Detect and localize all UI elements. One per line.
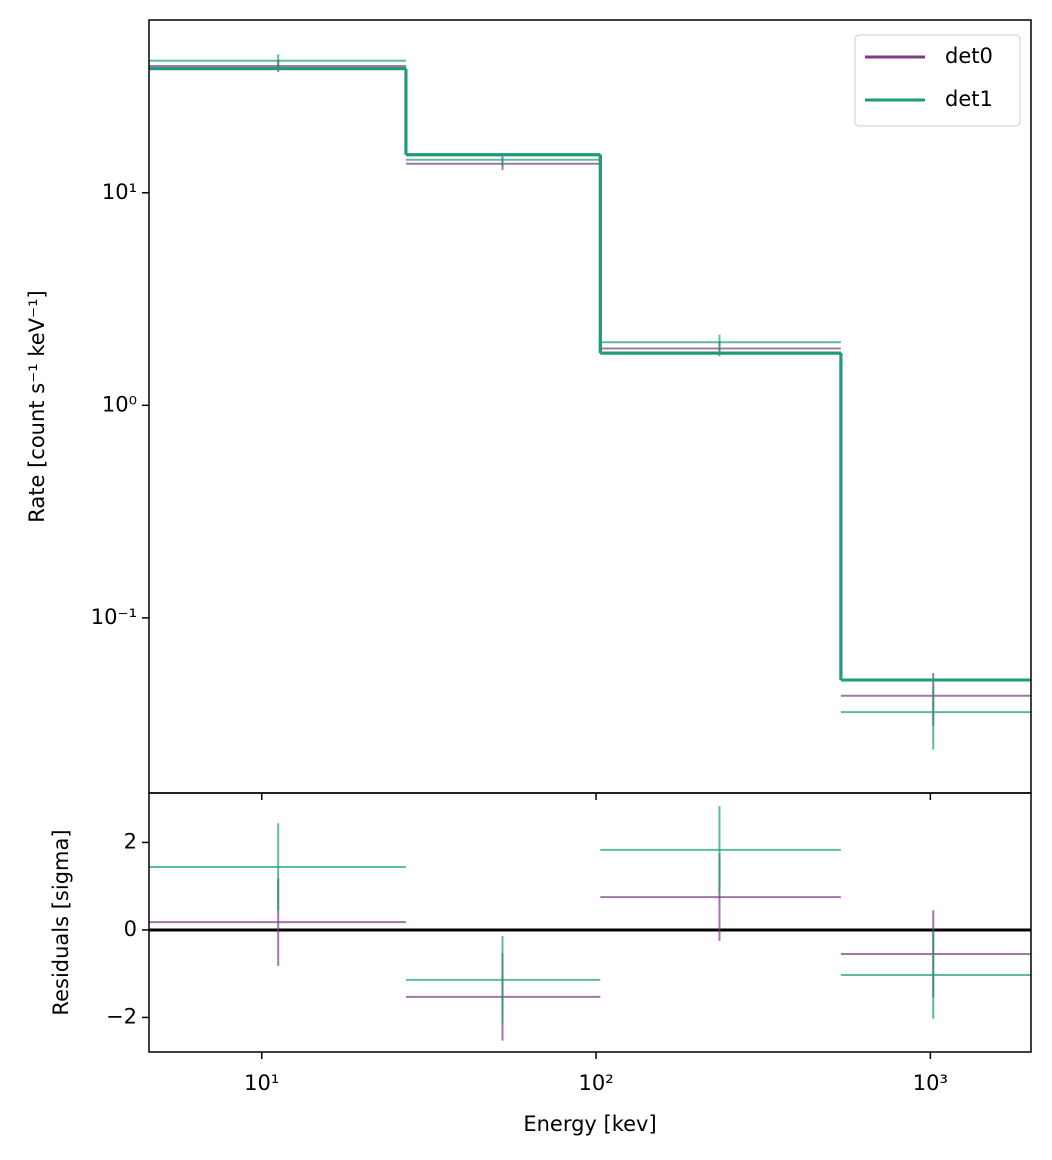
- y-tick-label: 0: [124, 917, 137, 941]
- legend-label: det1: [945, 87, 993, 111]
- plot-frame: [148, 792, 1032, 1053]
- legend-label: det0: [945, 44, 993, 68]
- legend-box: [854, 34, 1021, 127]
- y-axis-label: Residuals [sigma]: [49, 829, 73, 1015]
- x-tick-label: 10³: [913, 1071, 948, 1095]
- y-tick-label: 10⁰: [102, 392, 137, 416]
- y-axis-label: Rate [count s⁻¹ keV⁻¹]: [25, 290, 49, 522]
- y-tick-label: 10⁻¹: [91, 605, 137, 629]
- y-tick-label: 2: [124, 829, 137, 853]
- y-tick-label: −2: [106, 1004, 137, 1028]
- x-axis-label: Energy [kev]: [523, 1112, 656, 1136]
- x-tick-label: 10¹: [244, 1071, 279, 1095]
- x-tick-label: 10²: [578, 1071, 613, 1095]
- y-tick-label: 10¹: [102, 180, 137, 204]
- plot-frame: [148, 19, 1032, 794]
